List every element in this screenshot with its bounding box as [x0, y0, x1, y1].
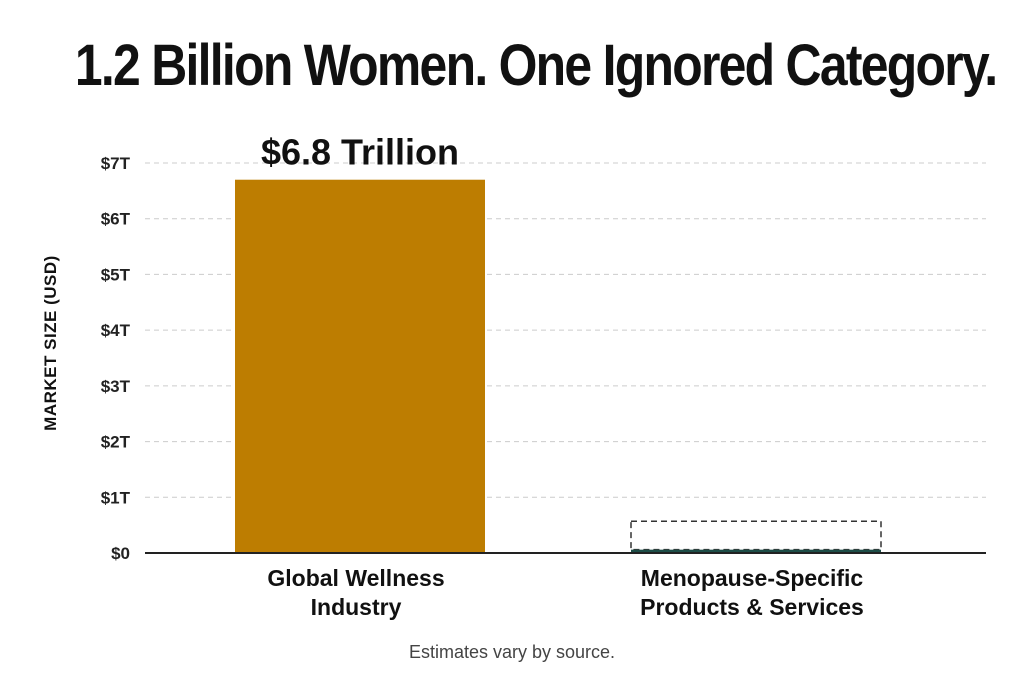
x-category-label: Menopause-Specific Products & Services [640, 565, 864, 620]
data-label: $6.8 Trillion [261, 132, 459, 173]
bar [235, 179, 485, 553]
y-axis-title: MARKET SIZE (USD) [41, 255, 60, 431]
x-category-label: Global Wellness Industry [267, 565, 444, 620]
bar [631, 549, 881, 553]
y-tick-label: $1T [101, 488, 131, 507]
y-tick-label: $2T [101, 433, 131, 452]
bars [235, 179, 882, 553]
y-axis-ticks: $0 $1T $2T $3T $4T $5T $6T $7T [101, 154, 131, 563]
x-category-label-line: Industry [311, 594, 402, 620]
x-category-label-line: Menopause-Specific [641, 565, 864, 591]
y-tick-label: $4T [101, 321, 131, 340]
data-labels: $6.8 Trillion [261, 132, 459, 173]
y-tick-label: $6T [101, 210, 131, 229]
y-tick-label: $0 [111, 544, 130, 563]
x-category-label-line: Global Wellness [267, 565, 444, 591]
x-category-label-line: Products & Services [640, 594, 864, 620]
x-axis-categories: Global Wellness Industry Menopause-Specifi… [267, 565, 863, 620]
estimate-range-outline [630, 520, 882, 551]
chart-title: 1.2 Billion Women. One Ignored Category. [74, 33, 998, 98]
y-tick-label: $5T [101, 265, 131, 284]
y-tick-label: $3T [101, 377, 131, 396]
y-tick-label: $7T [101, 154, 131, 173]
footnote: Estimates vary by source. [408, 642, 616, 662]
